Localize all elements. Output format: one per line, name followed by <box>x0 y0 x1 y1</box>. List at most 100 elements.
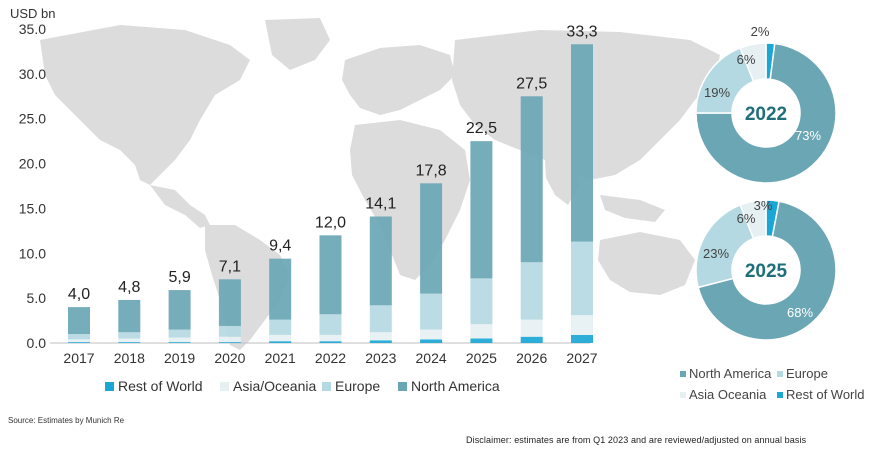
bar-segment <box>520 336 543 343</box>
donut-center-label: 2025 <box>745 261 788 282</box>
bar-segment <box>520 319 543 337</box>
bar-segment <box>520 262 543 320</box>
bar-total-label: 12,0 <box>315 214 346 231</box>
bar-total-label: 14,1 <box>365 196 396 213</box>
bar-segment <box>118 332 141 339</box>
bar-total-label: 27,5 <box>516 75 547 92</box>
legend-swatch <box>777 392 783 398</box>
legend-swatch <box>105 382 114 391</box>
legend-label: Europe <box>335 378 380 394</box>
bar-segment <box>118 299 141 333</box>
bar-total-label: 7,1 <box>219 258 241 275</box>
bar-total-label: 5,9 <box>168 269 190 286</box>
bar-chart: USD bn 0.0 5.0 10.0 15.0 20.0 25.0 30.0 35.0 4,0 2… <box>10 6 598 366</box>
bar-segment <box>118 342 141 343</box>
bar-segment <box>420 329 443 340</box>
donut-chart-2022: 2022 73% 19% 6% 2% <box>695 24 837 184</box>
bar-segment <box>470 278 493 325</box>
bar-segment <box>68 307 90 335</box>
donut-chart-legend: North America Europe Asia Oceania Rest of W… <box>680 366 865 402</box>
bar-segment <box>168 337 191 343</box>
x-tick-label: 2026 <box>516 350 547 366</box>
legend-swatch <box>322 382 331 391</box>
donut-chart-2025: 2025 68% 23% 6%3% <box>695 198 837 341</box>
source-note: Source: Estimates by Munich Re <box>8 416 125 425</box>
bar-segment <box>319 334 342 342</box>
bar-segment <box>118 338 141 343</box>
bar-segment <box>470 141 493 279</box>
bar-segment <box>218 336 241 343</box>
donut-hole <box>732 236 800 304</box>
legend-label: North America <box>689 366 772 381</box>
bar-segment <box>319 314 342 335</box>
bar-segment <box>319 235 342 315</box>
y-tick-label: 35.0 <box>19 21 46 37</box>
x-tick-label: 2024 <box>416 350 447 366</box>
y-tick-label: 0.0 <box>27 335 47 351</box>
bar-segment <box>218 279 241 326</box>
bar-segment <box>269 258 292 320</box>
donut-slice-label: 6% <box>737 52 756 67</box>
bar-segment <box>269 319 292 335</box>
bar-total-label: 22,5 <box>466 120 497 137</box>
y-tick-label: 20.0 <box>19 156 46 172</box>
x-tick-label: 2021 <box>265 350 296 366</box>
x-tick-label: 2023 <box>365 350 396 366</box>
donut-slice-label: 19% <box>704 85 730 100</box>
donut-slice-label: 23% <box>703 246 729 261</box>
bar-chart-legend: Rest of World Asia/Oceania Europe North Ame… <box>105 378 500 394</box>
donut-slice-label: 6% <box>737 211 756 226</box>
bar-segment <box>571 334 593 343</box>
legend-label: Asia/Oceania <box>233 378 316 394</box>
y-tick-label: 15.0 <box>19 200 46 216</box>
bar-segment <box>470 338 493 343</box>
bar-segment <box>470 324 493 339</box>
bar-segment <box>269 334 292 342</box>
bar-total-label: 9,4 <box>269 238 291 255</box>
bar-segment <box>571 44 593 242</box>
donut-slice-label: 2% <box>751 24 770 39</box>
bar-segment <box>369 216 392 306</box>
y-tick-label: 5.0 <box>27 290 47 306</box>
y-tick-label: 10.0 <box>19 245 46 261</box>
x-tick-label: 2022 <box>315 350 346 366</box>
disclaimer-note: Disclaimer: estimates are from Q1 2023 a… <box>466 435 807 445</box>
bar-segment <box>68 334 90 340</box>
x-tick-label: 2017 <box>63 350 94 366</box>
x-tick-label: 2019 <box>164 350 195 366</box>
bar-total-label: 4,0 <box>68 286 90 303</box>
bar-segment <box>218 342 241 343</box>
bar-segment <box>68 339 90 343</box>
bar-segment <box>68 342 90 343</box>
legend-swatch <box>680 371 686 377</box>
bar-segment <box>369 332 392 341</box>
x-tick-label: 2025 <box>466 350 497 366</box>
bar-segment <box>420 339 443 343</box>
legend-label: Rest of World <box>118 378 203 394</box>
legend-swatch <box>777 371 783 377</box>
legend-label: Rest of World <box>786 387 865 402</box>
donut-hole <box>732 79 800 147</box>
donut-slice-label: 3% <box>754 198 773 213</box>
legend-swatch <box>220 382 229 391</box>
x-tick-label: 2027 <box>566 350 597 366</box>
legend-swatch <box>398 382 407 391</box>
bar-total-label: 17,8 <box>416 162 447 179</box>
legend-swatch <box>680 392 686 398</box>
legend-label: Europe <box>786 366 828 381</box>
x-tick-label: 2020 <box>214 350 245 366</box>
bar-segment <box>168 329 191 338</box>
bar-segment <box>420 183 443 294</box>
bar-total-label: 33,3 <box>566 23 597 40</box>
bar-segment <box>420 293 443 330</box>
donut-slice-label: 68% <box>787 305 813 320</box>
y-tick-label: 30.0 <box>19 66 46 82</box>
y-axis-title: USD bn <box>10 6 56 21</box>
bar-segment <box>269 341 292 343</box>
bar-segment <box>571 315 593 335</box>
legend-label: North America <box>411 378 500 394</box>
bar-segment <box>168 342 191 343</box>
bar-segment <box>168 290 191 330</box>
donut-slice-label: 73% <box>795 128 821 143</box>
